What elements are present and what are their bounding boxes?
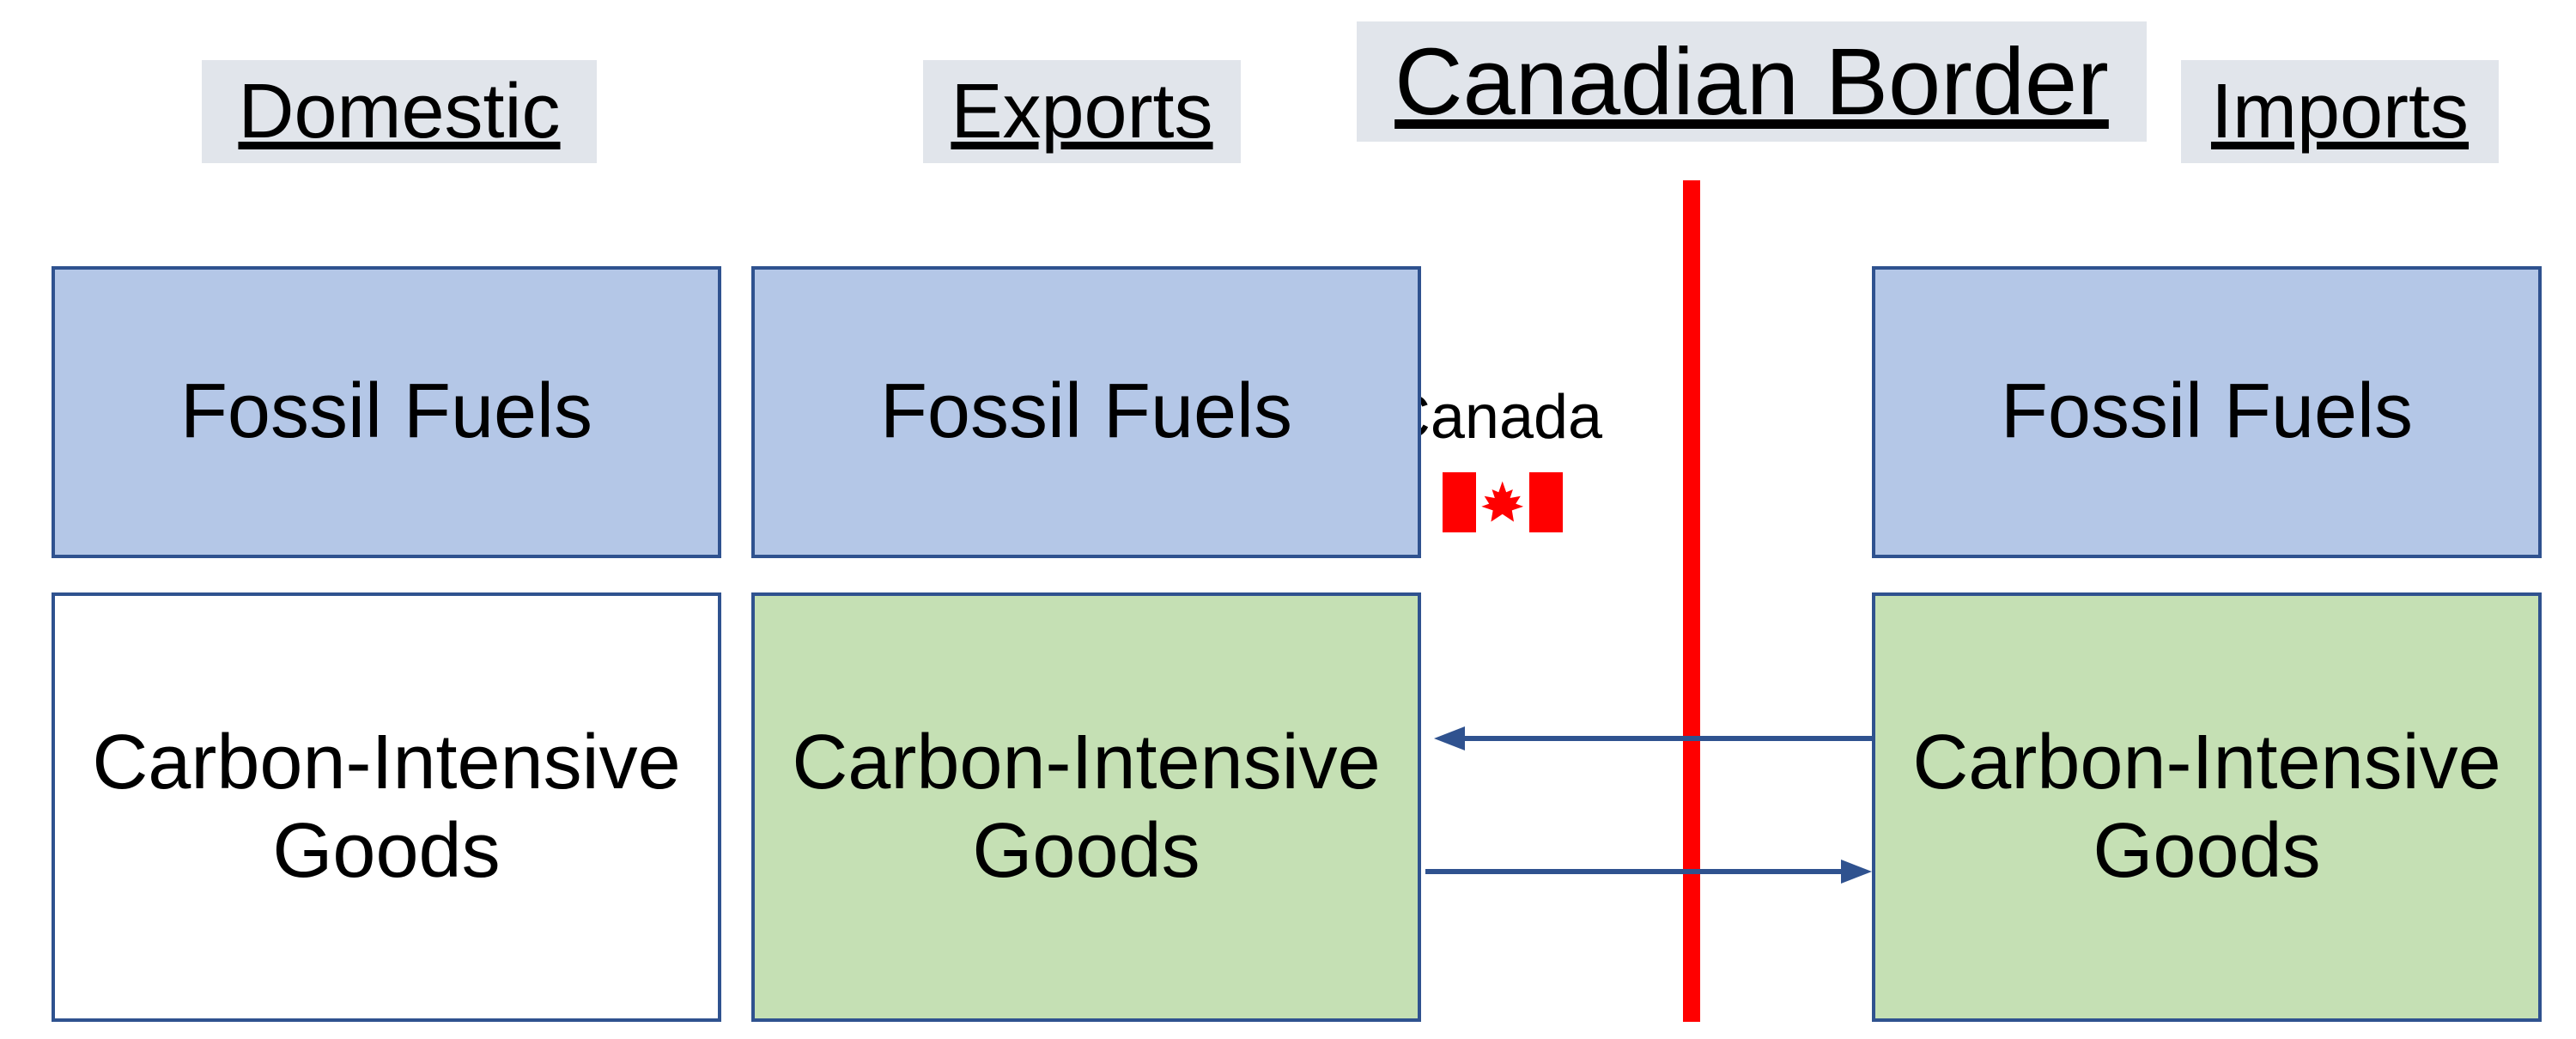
header-domestic-label: Domestic bbox=[238, 68, 560, 156]
arrow-exports-to-imports bbox=[1386, 832, 1911, 911]
box-imports-fossil-fuels: Fossil Fuels bbox=[1872, 266, 2542, 558]
header-exports: Exports bbox=[923, 60, 1241, 163]
header-domestic: Domestic bbox=[202, 60, 597, 163]
header-canadian-border-label: Canadian Border bbox=[1394, 27, 2109, 137]
header-exports-label: Exports bbox=[951, 68, 1212, 156]
box-exports-fossil-fuels: Fossil Fuels bbox=[751, 266, 1421, 558]
canada-flag-icon bbox=[1443, 472, 1563, 532]
box-exports-carbon-goods-label: Carbon-Intensive Goods bbox=[789, 719, 1383, 896]
box-domestic-fossil-fuels: Fossil Fuels bbox=[52, 266, 721, 558]
box-domestic-fossil-fuels-label: Fossil Fuels bbox=[180, 368, 592, 457]
header-imports: Imports bbox=[2181, 60, 2499, 163]
box-exports-fossil-fuels-label: Fossil Fuels bbox=[880, 368, 1292, 457]
box-domestic-carbon-goods-label: Carbon-Intensive Goods bbox=[89, 719, 683, 896]
box-domestic-carbon-goods: Carbon-Intensive Goods bbox=[52, 592, 721, 1022]
box-exports-carbon-goods: Carbon-Intensive Goods bbox=[751, 592, 1421, 1022]
arrow-imports-to-exports bbox=[1394, 699, 1911, 778]
box-imports-fossil-fuels-label: Fossil Fuels bbox=[2001, 368, 2413, 457]
box-imports-carbon-goods-label: Carbon-Intensive Goods bbox=[1910, 719, 2504, 896]
header-canadian-border: Canadian Border bbox=[1357, 21, 2147, 142]
box-imports-carbon-goods: Carbon-Intensive Goods bbox=[1872, 592, 2542, 1022]
header-imports-label: Imports bbox=[2211, 68, 2469, 156]
